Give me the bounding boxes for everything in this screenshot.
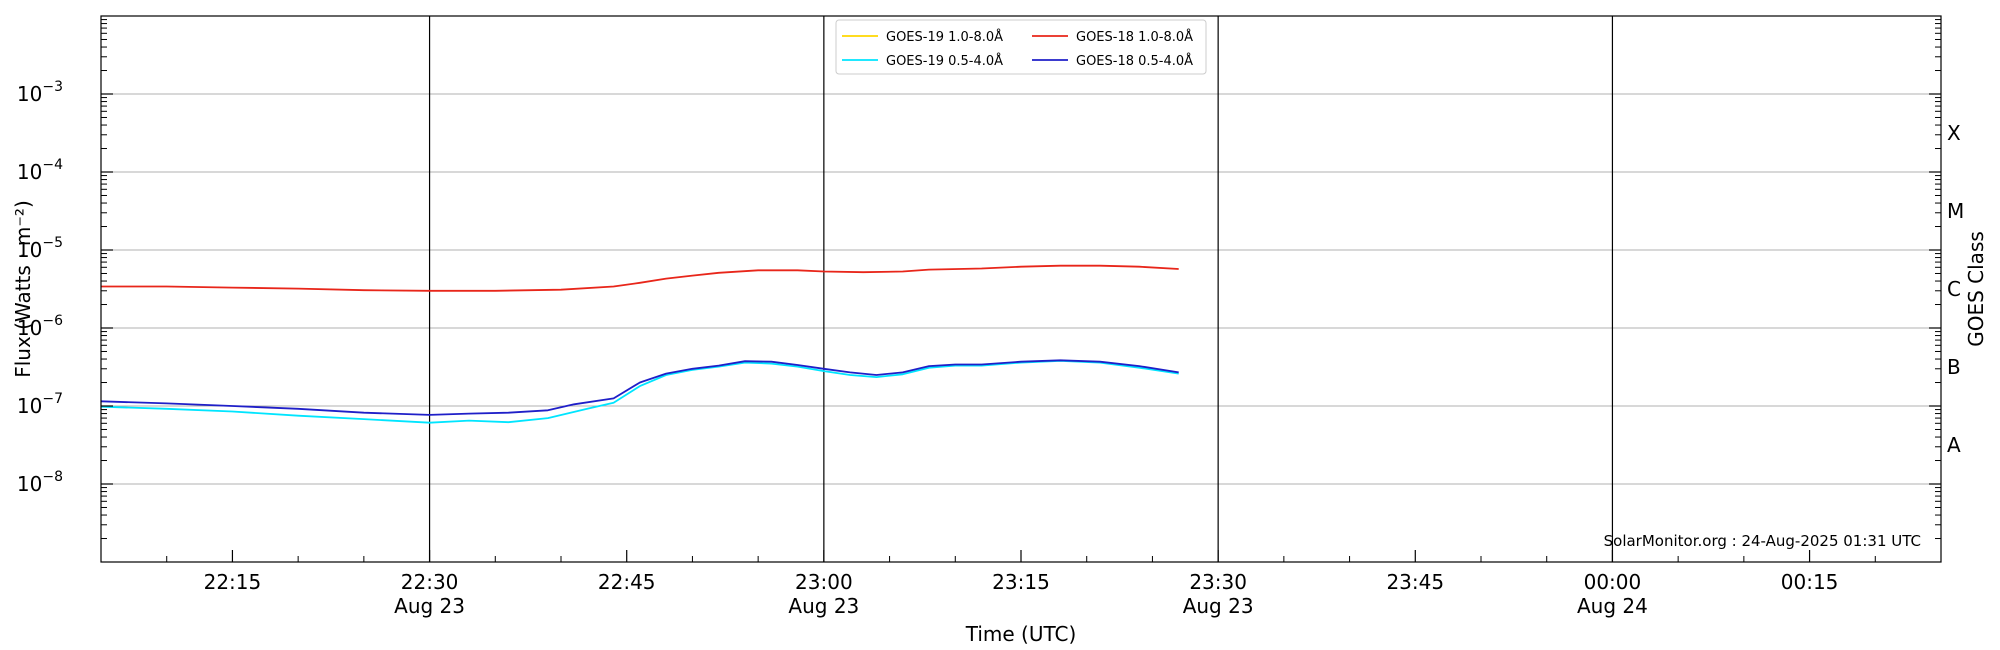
x-tick-date-label: Aug 23	[788, 594, 859, 618]
y-tick-label: 10−4	[17, 157, 63, 184]
goes-class-label: M	[1947, 199, 1964, 223]
legend-entry: GOES-18 1.0-8.0Å	[1076, 29, 1193, 45]
series-line-2	[100, 359, 1179, 424]
x-tick-date-label: Aug 23	[394, 594, 465, 618]
x-tick-label: 22:45	[598, 570, 656, 594]
ticks-layer	[100, 19, 1942, 562]
series-line-3	[100, 359, 1179, 416]
y-tick-label: 10−5	[17, 235, 63, 262]
y-tick-label: 10−7	[17, 391, 63, 418]
goes-class-label: X	[1947, 121, 1961, 145]
credit-text: SolarMonitor.org : 24-Aug-2025 01:31 UTC	[1604, 532, 1921, 550]
series-layer	[100, 264, 1179, 424]
x-tick-label: 23:30	[1189, 570, 1247, 594]
goes-class-label: A	[1947, 433, 1961, 457]
legend-entry: GOES-18 0.5-4.0Å	[1076, 53, 1193, 69]
x-axis-title: Time (UTC)	[965, 622, 1077, 646]
legend: GOES-19 1.0-8.0Å GOES-19 0.5-4.0Å GOES-18 …	[835, 19, 1207, 75]
x-tick-date-label: Aug 24	[1577, 594, 1648, 618]
x-tick-label: 22:30	[401, 570, 459, 594]
x-tick-label: 23:45	[1386, 570, 1444, 594]
y-tick-label: 10−8	[17, 469, 63, 496]
grid-layer	[101, 16, 1941, 562]
series-line-1	[101, 264, 1179, 292]
y-tick-label: 10−6	[17, 313, 63, 340]
goes-class-axis-title: GOES Class	[1964, 231, 1988, 347]
legend-entry: GOES-19 0.5-4.0Å	[886, 53, 1003, 69]
y-tick-label: 10−3	[17, 79, 63, 106]
goes-class-label: C	[1947, 277, 1961, 301]
legend-entry: GOES-19 1.0-8.0Å	[886, 29, 1003, 45]
plot-frame	[100, 15, 1942, 563]
legend-box	[835, 19, 1207, 75]
x-tick-label: 00:15	[1781, 570, 1839, 594]
goes-class-label: B	[1947, 355, 1961, 379]
x-tick-label: 00:00	[1584, 570, 1642, 594]
x-tick-label: 23:15	[992, 570, 1050, 594]
x-tick-label: 22:15	[204, 570, 262, 594]
x-tick-date-label: Aug 23	[1183, 594, 1254, 618]
x-tick-label: 23:00	[795, 570, 853, 594]
y-axis-title: Flux (Watts · m⁻²)	[11, 200, 35, 378]
